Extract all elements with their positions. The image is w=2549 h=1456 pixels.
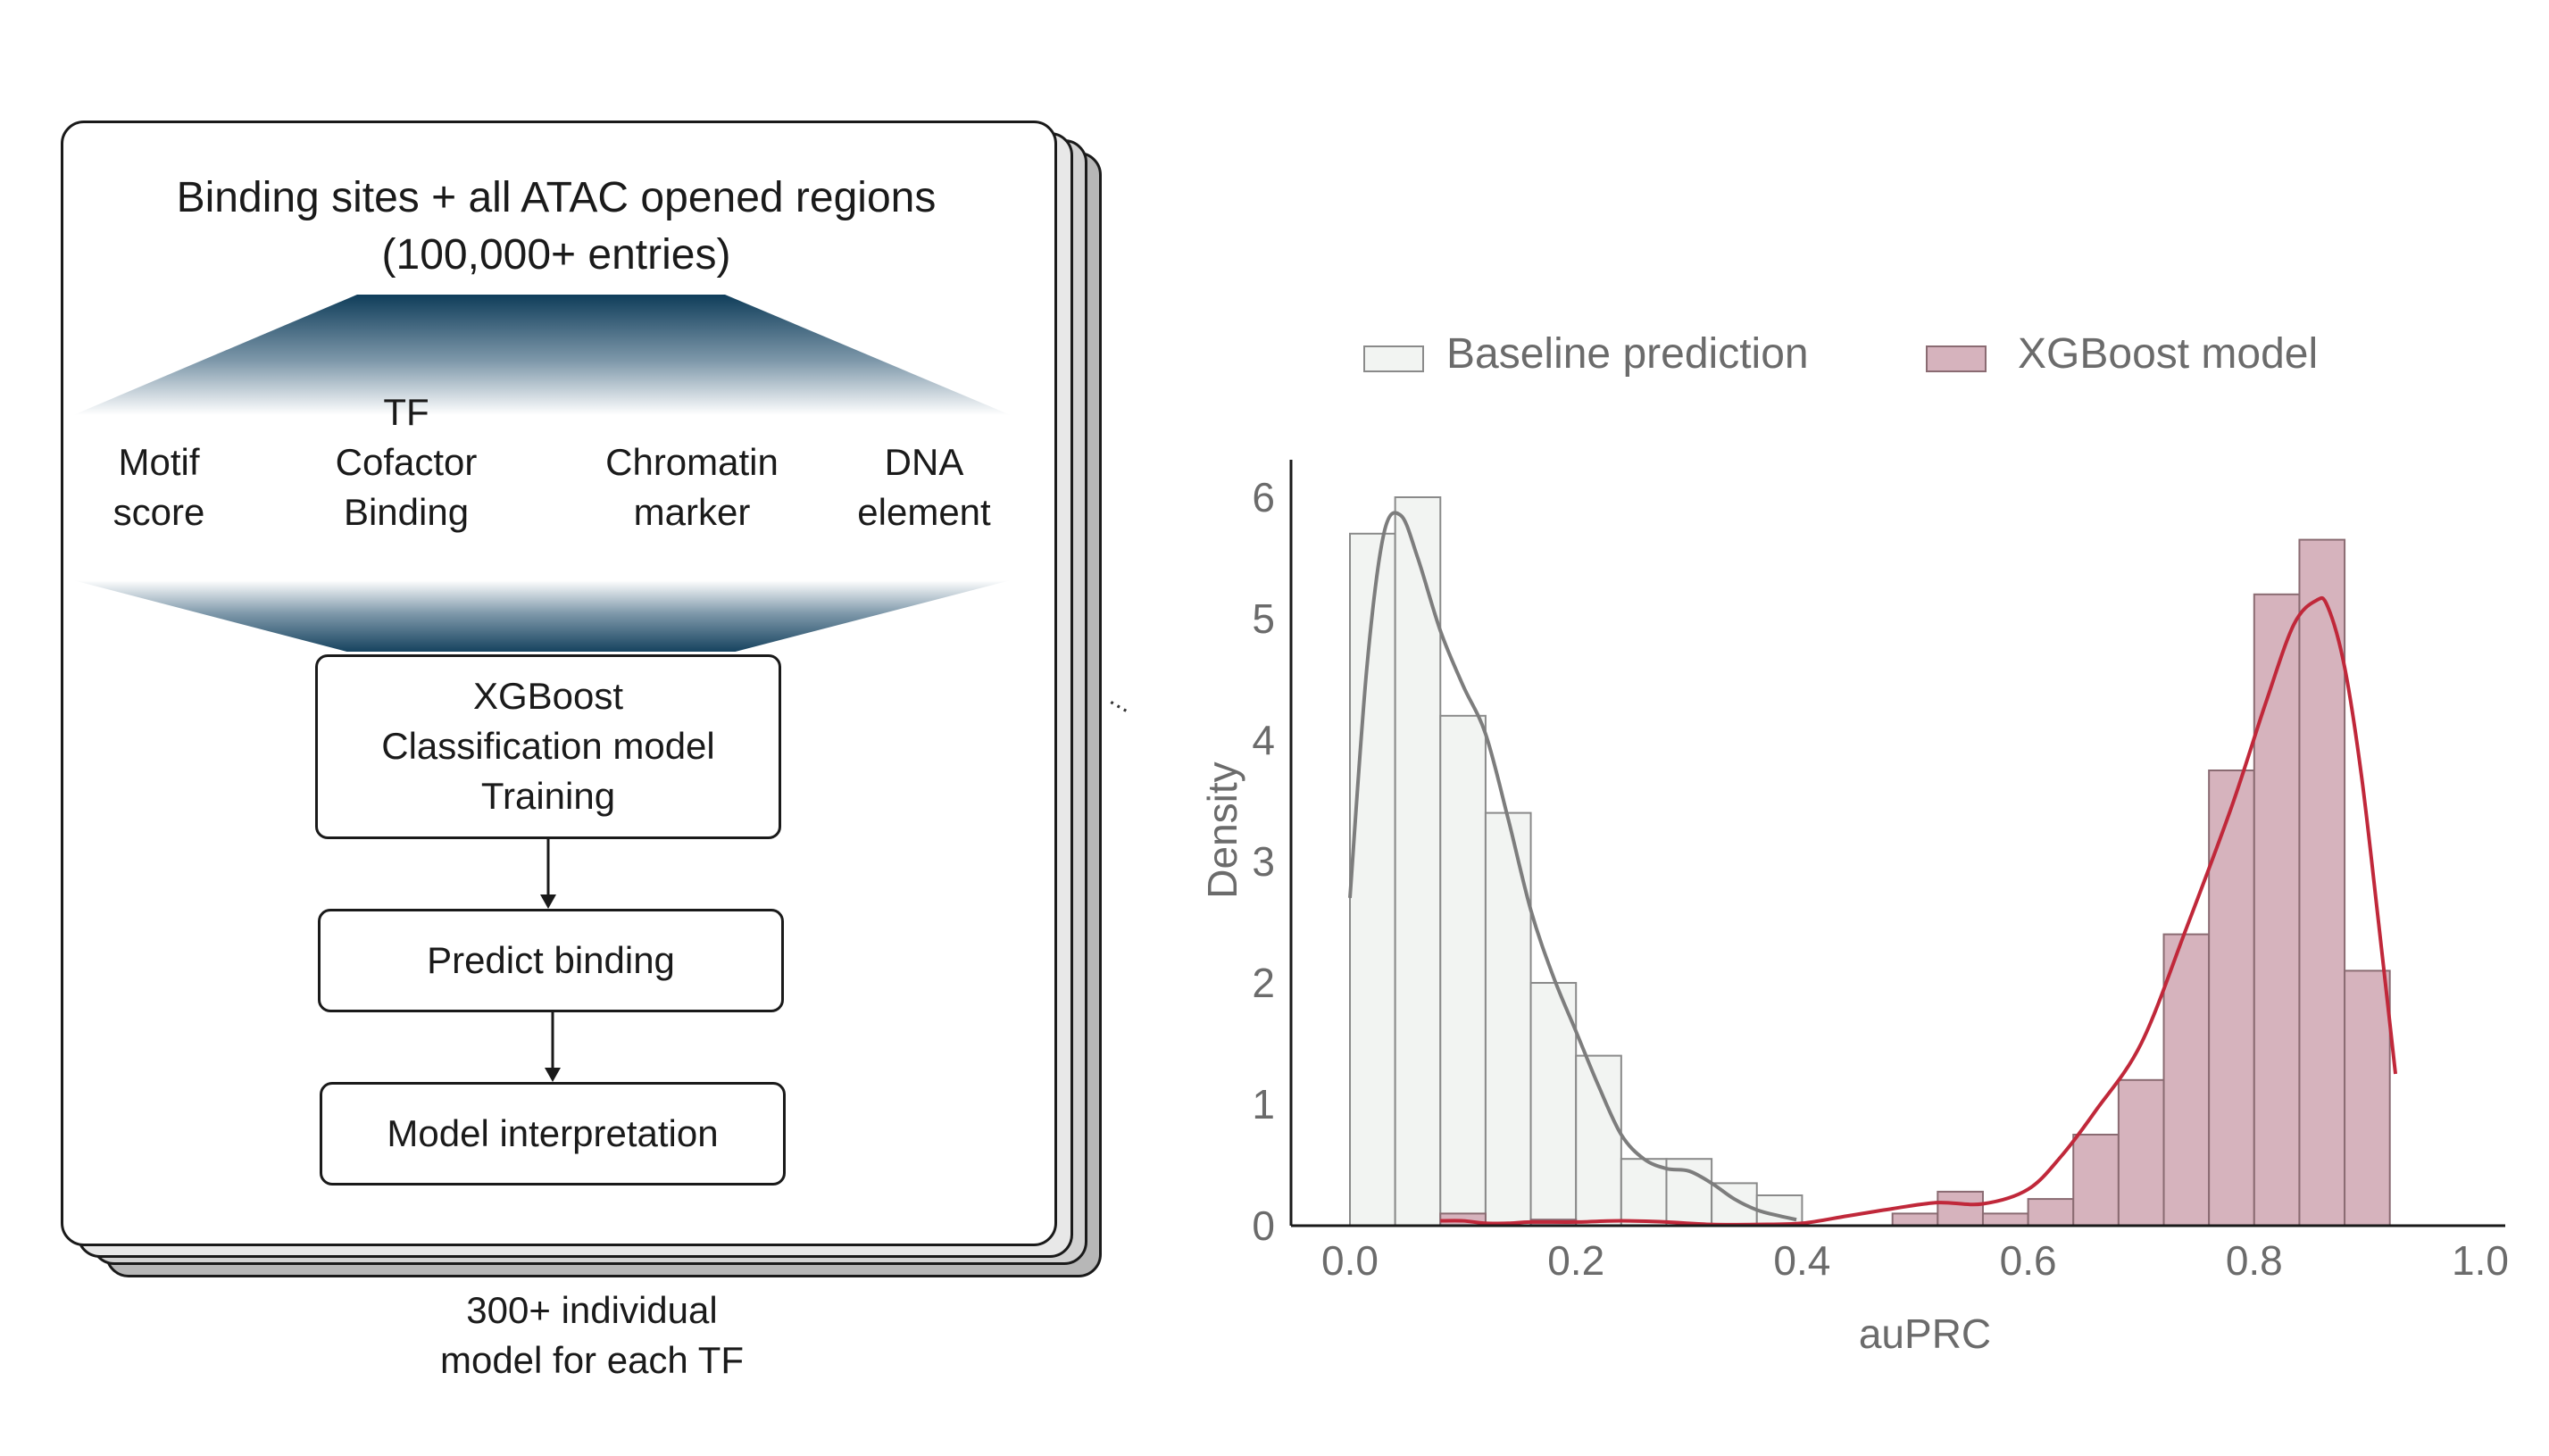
- x-tick-label: 1.0: [2452, 1237, 2509, 1284]
- dataset-title: Binding sites + all ATAC opened regions …: [61, 170, 1052, 284]
- feature-band-top: [73, 295, 1011, 415]
- feature-band-bottom: [73, 580, 1011, 652]
- legend-label-baseline: Baseline prediction: [1446, 330, 1809, 378]
- legend-label-xgboost: XGBoost model: [2018, 330, 2318, 378]
- baseline-bar-4: [1529, 982, 1578, 1227]
- footer-caption: 300+ individual model for each TF: [439, 1289, 745, 1381]
- x-tick-label: 0.4: [1773, 1237, 1830, 1284]
- xgboost-training-box: XGBoost Classification model Training: [315, 654, 781, 839]
- feature-tf-cofactor-binding: TF Cofactor Binding: [335, 391, 478, 533]
- y-tick-label: 6: [1252, 474, 1275, 520]
- xgboost-bar-10: [2253, 593, 2301, 1227]
- baseline-bars: [1349, 496, 1803, 1227]
- baseline-bar-6: [1620, 1158, 1668, 1227]
- legend-swatch-xgboost: [1926, 345, 1987, 372]
- y-tick-label: 2: [1252, 960, 1275, 1006]
- x-tick-label: 0.6: [2000, 1237, 2057, 1284]
- x-axis-title: auPRC: [1859, 1310, 1991, 1357]
- xgboost-bar-2: [1891, 1212, 1939, 1227]
- density-curves: [1348, 511, 2398, 1227]
- xgboost-density-curve: [1440, 595, 2398, 1227]
- feature-motif-score: Motif score: [112, 441, 205, 533]
- xgboost-bar-6: [2072, 1134, 2120, 1227]
- xgboost-bar-8: [2162, 933, 2211, 1227]
- baseline-bar-2: [1439, 714, 1487, 1227]
- xgboost-bar-9: [2208, 770, 2255, 1227]
- arrow-to-interpretation: [545, 1012, 561, 1082]
- chart-legend: Baseline prediction XGBoost model: [1363, 330, 2318, 378]
- dataset-title-line1: Binding sites + all ATAC opened regions: [176, 174, 937, 221]
- xgboost-bar-3: [1937, 1190, 1984, 1227]
- y-tick-label: 3: [1252, 838, 1275, 885]
- feature-chromatin-marker: Chromatin marker: [605, 441, 779, 533]
- xgboost-bars: [1439, 538, 2391, 1227]
- baseline-density-curve: [1348, 511, 1797, 1222]
- x-tick-label: 0.0: [1321, 1237, 1379, 1284]
- y-tick-label: 5: [1252, 595, 1275, 642]
- y-tick-label: 1: [1252, 1081, 1275, 1127]
- y-tick-label: 0: [1252, 1202, 1275, 1249]
- baseline-bar-1: [1394, 496, 1442, 1227]
- baseline-bar-0: [1349, 532, 1396, 1227]
- y-tick-label: 4: [1252, 717, 1275, 763]
- baseline-bar-5: [1575, 1054, 1622, 1227]
- pipeline-panel: Binding sites + all ATAC opened regions …: [0, 0, 1161, 1456]
- legend-swatch-baseline: [1363, 345, 1424, 372]
- feature-band: [73, 295, 1011, 652]
- feature-dna-element: DNA element: [857, 441, 991, 533]
- y-axis-title: Density: [1199, 761, 1245, 898]
- chart-axes: 0.0 0.2 0.4 0.6 0.8 1.0 0 1 2 3 4 5 6: [1252, 460, 2509, 1284]
- xgboost-bar-5: [2027, 1198, 2075, 1227]
- model-interpretation-box: Model interpretation: [320, 1082, 786, 1186]
- x-tick-label: 0.2: [1547, 1237, 1604, 1284]
- arrow-to-predict: [540, 839, 556, 909]
- xgboost-bar-12: [2344, 969, 2391, 1227]
- xgboost-bar-7: [2117, 1078, 2165, 1227]
- x-tick-label: 0.8: [2226, 1237, 2283, 1284]
- dataset-title-line2: (100,000+ entries): [381, 231, 731, 279]
- xgboost-bar-4: [1981, 1212, 2029, 1227]
- baseline-bar-3: [1484, 811, 1532, 1227]
- predict-binding-box: Predict binding: [318, 909, 784, 1012]
